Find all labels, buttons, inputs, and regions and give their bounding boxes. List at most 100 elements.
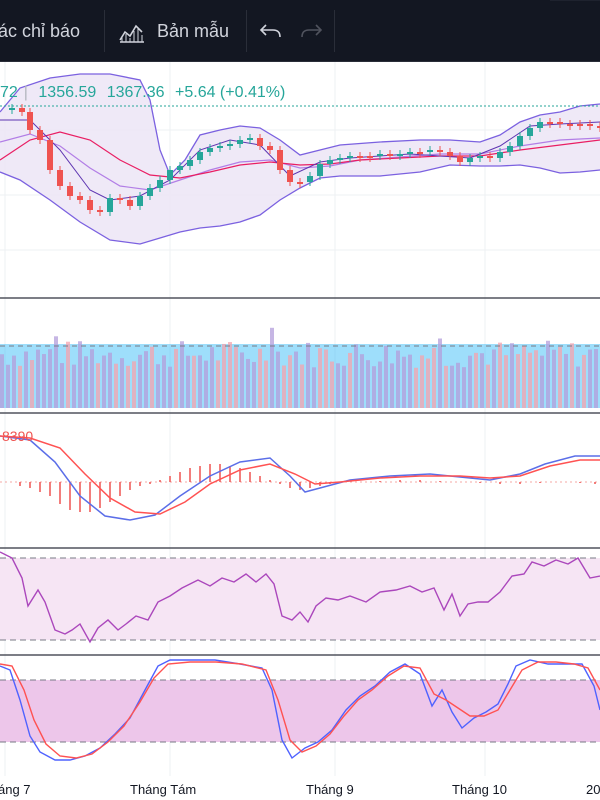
candle-body [147,188,153,196]
candle-body [477,156,483,158]
stoch-k-line [0,659,600,761]
chart-canvas[interactable] [0,62,600,776]
volume-bar [540,355,544,408]
indicators-label: ác chỉ báo [0,21,81,41]
legend-high: 1367.36 [106,84,165,101]
volume-bar [276,351,280,408]
volume-pane [0,327,600,408]
volume-bar [516,354,520,408]
volume-bar [462,367,466,408]
volume-bar [132,361,136,408]
candle-body [19,108,25,112]
candle-body [287,170,293,182]
volume-bar [252,361,256,408]
candle-body [317,164,323,176]
volume-bar [78,341,82,408]
volume-bar [474,352,478,408]
volume-bar [126,365,130,408]
volume-bar [186,355,190,408]
volume-bar [498,342,502,408]
candle-body [157,180,163,188]
volume-bar [468,355,472,408]
volume-bar [384,345,388,408]
candle-body [457,156,463,162]
candle-body [507,146,513,152]
ohlc-legend: 72 | 1356.59 1367.36 +5.64 (+0.41%) [0,84,291,102]
candle-body [87,200,93,210]
volume-bar [36,349,40,408]
candle-body [167,170,173,180]
candle-body [557,122,563,124]
volume-bar [174,348,178,408]
volume-bar [396,350,400,408]
volume-bar [444,365,448,408]
undo-icon[interactable] [258,18,284,44]
volume-bar [504,355,508,408]
macd-value-label: 8390 [2,428,34,444]
volume-bar [576,366,580,408]
templates-icon[interactable] [117,18,147,44]
volume-bar [528,352,532,408]
volume-bar [66,341,70,408]
volume-bar [348,352,352,408]
candle-body [187,160,193,166]
volume-bar [552,349,556,408]
candle-body [577,124,583,126]
volume-bar [144,351,148,408]
toolbar-divider [334,10,335,52]
legend-separator: | [23,84,28,101]
candle-body [387,154,393,156]
candle-body [137,196,143,206]
candle-body [217,146,223,148]
candle-body [357,156,363,158]
volume-bar [246,358,250,408]
candle-body [307,176,313,182]
candle-body [327,160,333,164]
volume-bar [288,355,292,408]
volume-bar [492,349,496,408]
volume-bar [318,348,322,408]
rsi-line [0,551,600,644]
templates-label: Bản mẫu [157,21,230,41]
axis-tick-august: Tháng Tám [130,782,197,797]
volume-bar [534,350,538,408]
volume-bar [60,363,64,408]
indicators-button[interactable]: ác chỉ báo [0,18,80,44]
volume-bar [228,342,232,408]
volume-bar [546,340,550,408]
candle-body [297,182,303,184]
volume-bar [336,363,340,408]
volume-bar [360,354,364,408]
redo-icon[interactable] [298,18,324,44]
candle-body [487,156,493,158]
volume-bar [354,344,358,408]
candle-body [467,158,473,162]
candle-body [407,152,413,154]
volume-bar [204,360,208,408]
candle-body [527,128,533,136]
volume-bar [180,341,184,408]
volume-bar [48,349,52,408]
volume-bar [30,360,34,408]
candle-body [517,136,523,146]
volume-bar [450,365,454,408]
candle-body [497,152,503,158]
volume-bar [138,354,142,408]
candle-body [547,122,553,124]
candle-body [207,148,213,152]
volume-bar [378,361,382,408]
volume-bar [456,362,460,408]
corner-decoration-icon [550,0,600,1]
volume-bar [90,349,94,408]
volume-bar [426,358,430,408]
volume-bar [420,355,424,408]
volume-bar [210,347,214,408]
volume-bar [102,355,106,408]
volume-bar [96,363,100,408]
volume-bar [594,349,598,408]
templates-button[interactable]: Bản mẫu [157,18,229,44]
volume-bar [156,364,160,408]
candle-body [197,152,203,160]
time-axis[interactable]: áng 7 Tháng Tám Tháng 9 Tháng 10 20 [0,776,600,800]
candle-body [267,146,273,150]
